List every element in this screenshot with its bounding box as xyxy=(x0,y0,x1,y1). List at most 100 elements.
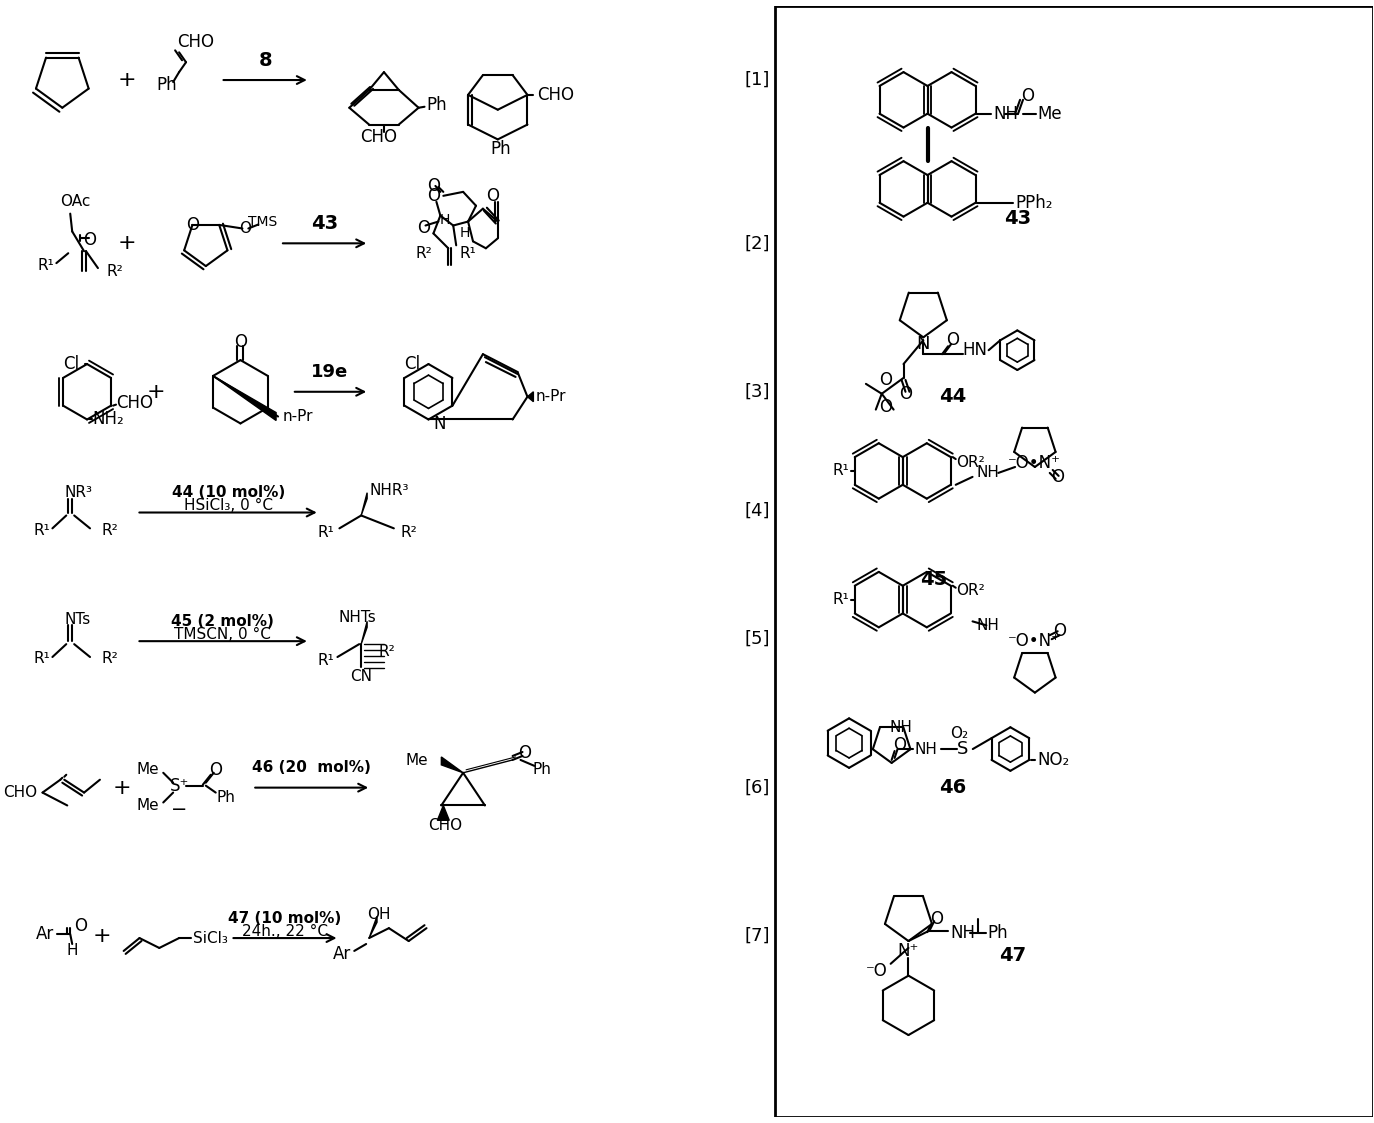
Text: Ar: Ar xyxy=(36,925,55,943)
Text: O: O xyxy=(74,917,87,935)
Text: 45 (2 mol%): 45 (2 mol%) xyxy=(172,614,273,629)
Text: NHTs: NHTs xyxy=(338,610,376,624)
Text: Me: Me xyxy=(405,754,429,768)
Text: R¹: R¹ xyxy=(37,257,55,273)
Text: ⁻O•N⁺: ⁻O•N⁺ xyxy=(1009,454,1061,472)
Text: NHR³: NHR³ xyxy=(370,483,408,499)
Text: 44: 44 xyxy=(940,387,967,407)
Text: HSiCl₃, 0 °C: HSiCl₃, 0 °C xyxy=(184,499,273,513)
Text: CHO: CHO xyxy=(537,85,574,104)
Text: O: O xyxy=(427,177,440,195)
Polygon shape xyxy=(437,805,449,820)
Text: [1]: [1] xyxy=(745,71,769,89)
Text: CHO: CHO xyxy=(177,34,214,52)
Text: O: O xyxy=(418,219,430,237)
Text: Ar: Ar xyxy=(333,944,352,962)
Bar xyxy=(775,6,1373,1117)
Text: Ph: Ph xyxy=(216,791,235,805)
Text: O: O xyxy=(879,371,892,389)
Text: TMS: TMS xyxy=(247,214,276,229)
Text: +: + xyxy=(117,234,136,254)
Text: Ph: Ph xyxy=(491,140,511,158)
Text: +: + xyxy=(147,382,166,402)
Text: O: O xyxy=(209,760,223,779)
Text: Ph: Ph xyxy=(426,95,447,113)
Text: Me: Me xyxy=(136,798,159,813)
Text: O: O xyxy=(84,231,96,249)
Text: OR²: OR² xyxy=(956,583,984,599)
Text: H: H xyxy=(460,227,470,240)
Polygon shape xyxy=(370,916,376,938)
Text: ⁻O: ⁻O xyxy=(866,961,888,979)
Text: S⁺: S⁺ xyxy=(169,777,188,795)
Polygon shape xyxy=(213,376,276,420)
Text: [5]: [5] xyxy=(745,630,769,648)
Polygon shape xyxy=(528,392,533,402)
Text: Me: Me xyxy=(136,763,159,777)
Text: n-Pr: n-Pr xyxy=(536,390,566,404)
Text: O₂: O₂ xyxy=(949,725,969,741)
Text: R¹: R¹ xyxy=(833,592,849,608)
Text: NH₂: NH₂ xyxy=(92,411,124,429)
Text: H: H xyxy=(440,212,451,227)
Text: CHO: CHO xyxy=(4,785,37,800)
Text: 8: 8 xyxy=(258,51,272,70)
Text: TMSCN, 0 °C: TMSCN, 0 °C xyxy=(174,627,271,641)
Text: OAc: OAc xyxy=(60,194,91,209)
Text: [7]: [7] xyxy=(745,928,769,946)
Text: Ph: Ph xyxy=(988,924,1009,942)
Text: 43: 43 xyxy=(311,214,338,234)
Text: PPh₂: PPh₂ xyxy=(1015,194,1052,212)
Text: CHO: CHO xyxy=(360,128,397,146)
Text: +: + xyxy=(117,70,136,90)
Text: 19e: 19e xyxy=(311,363,348,381)
Text: NH: NH xyxy=(951,924,976,942)
Text: H: H xyxy=(66,943,78,958)
Text: O: O xyxy=(239,221,251,236)
Text: O: O xyxy=(234,334,247,351)
Text: 24h., 22 °C: 24h., 22 °C xyxy=(242,923,328,939)
Text: R¹: R¹ xyxy=(34,651,51,666)
Text: S: S xyxy=(958,740,969,758)
Text: Ph: Ph xyxy=(533,763,552,777)
Text: CN: CN xyxy=(350,669,372,684)
Text: NH: NH xyxy=(993,104,1018,122)
Text: R¹: R¹ xyxy=(34,523,51,538)
Text: −: − xyxy=(170,800,187,819)
Text: O: O xyxy=(879,398,892,416)
Text: N: N xyxy=(916,336,930,354)
Text: 43: 43 xyxy=(1004,209,1030,228)
Text: Cl: Cl xyxy=(63,355,80,373)
Text: R²: R² xyxy=(107,264,124,279)
Text: NH: NH xyxy=(890,720,912,734)
Polygon shape xyxy=(441,757,463,773)
Text: 46: 46 xyxy=(940,778,967,797)
Text: O: O xyxy=(930,911,943,929)
Text: N⁺: N⁺ xyxy=(897,942,919,960)
Text: O: O xyxy=(893,736,905,754)
Text: CHO: CHO xyxy=(115,394,153,412)
Text: HN: HN xyxy=(962,341,988,359)
Text: [4]: [4] xyxy=(745,502,769,520)
Text: O: O xyxy=(947,331,959,349)
Text: R²: R² xyxy=(102,651,118,666)
Text: CHO: CHO xyxy=(429,818,463,833)
Text: O: O xyxy=(185,216,199,234)
Polygon shape xyxy=(361,493,367,515)
Text: [6]: [6] xyxy=(745,778,769,796)
Text: 44 (10 mol%): 44 (10 mol%) xyxy=(172,485,286,500)
Text: 45: 45 xyxy=(919,570,947,590)
Polygon shape xyxy=(361,621,367,645)
Text: R²: R² xyxy=(102,523,118,538)
Text: Cl: Cl xyxy=(404,355,420,373)
Text: Ph: Ph xyxy=(155,76,176,94)
Text: O: O xyxy=(899,385,912,403)
Text: R¹: R¹ xyxy=(317,524,334,540)
Text: N: N xyxy=(433,416,447,433)
Text: OR²: OR² xyxy=(956,455,984,469)
Text: NH: NH xyxy=(977,465,1000,481)
Text: 47 (10 mol%): 47 (10 mol%) xyxy=(228,911,342,925)
Text: NH: NH xyxy=(977,618,1000,633)
Text: +: + xyxy=(113,777,131,797)
Text: R¹: R¹ xyxy=(317,654,334,668)
